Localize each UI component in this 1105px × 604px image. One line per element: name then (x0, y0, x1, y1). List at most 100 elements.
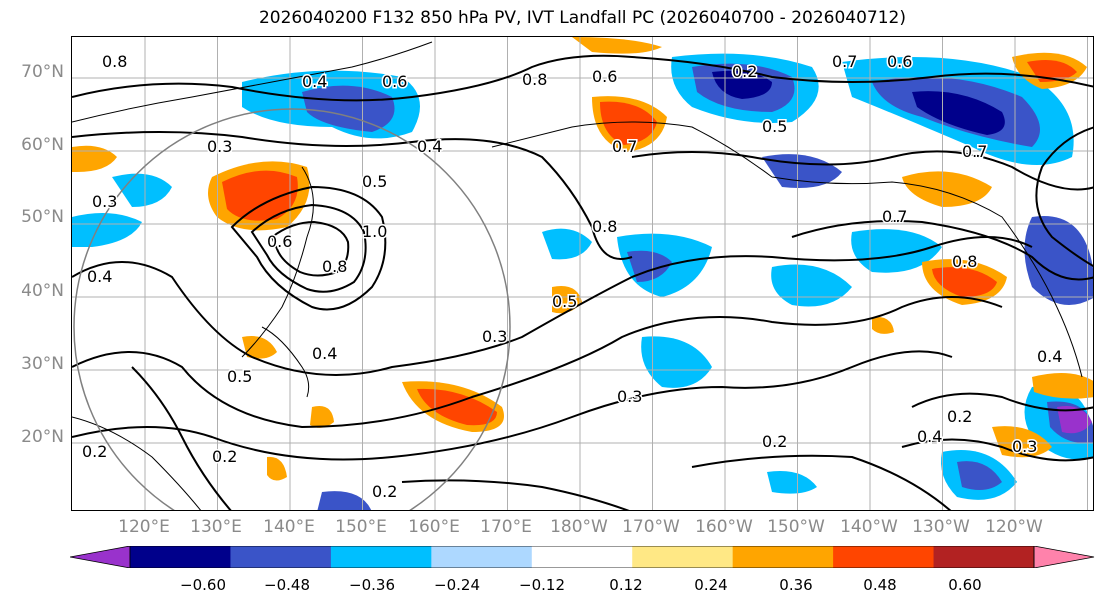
negative-anomaly-area (1024, 216, 1093, 305)
contour-label: 0.8 (522, 70, 547, 89)
colorbar-border (129, 546, 1035, 568)
lat-label-40n: 40°N (21, 281, 64, 301)
colorbar-tick: −0.12 (519, 576, 565, 594)
contour-label: 0.4 (417, 137, 442, 156)
colorbar-tick: −0.48 (264, 576, 310, 594)
colorbar-segment (531, 546, 633, 568)
shaded-anomalies (72, 37, 1093, 510)
contour-label: 0.8 (102, 52, 127, 71)
contour-label: 0.6 (592, 67, 617, 86)
lon-label-140e: 140°E (263, 517, 315, 537)
lon-label-170e: 170°E (480, 517, 532, 537)
contour-label: 0.5 (362, 172, 387, 191)
colorbar-segment (330, 546, 432, 568)
negative-anomaly-area (1057, 406, 1092, 434)
contour-label: 0.8 (952, 252, 977, 271)
lon-label-180w: 180°W (550, 517, 608, 537)
colorbar-segment (833, 546, 935, 568)
pv-contours (72, 54, 1093, 510)
coastlines (72, 41, 1083, 510)
positive-anomaly-area (417, 388, 497, 426)
negative-anomaly-area (912, 91, 1005, 135)
negative-anomaly-area (112, 173, 172, 207)
colorbar-segment (130, 546, 231, 568)
negative-anomaly-area (957, 461, 1002, 491)
negative-anomaly-area (317, 491, 371, 510)
lon-label-170w: 170°W (622, 517, 680, 537)
positive-anomaly-area (242, 336, 277, 359)
colorbar-tick: −0.60 (180, 576, 226, 594)
map-title: 2026040200 F132 850 hPa PV, IVT Landfall… (258, 8, 906, 28)
colorbar-segment (632, 546, 734, 568)
lon-label-120e: 120°E (118, 517, 170, 537)
negative-anomaly-area (767, 471, 817, 494)
positive-anomaly-area (1032, 373, 1093, 399)
colorbar-tick: 0.12 (609, 576, 643, 594)
contour-label: 0.5 (552, 292, 577, 311)
contour-label: 0.4 (87, 267, 112, 286)
contour-label: 0.3 (1012, 437, 1037, 456)
positive-anomaly-area (902, 171, 992, 207)
contour-label: 0.8 (592, 217, 617, 236)
contour-label: 0.8 (322, 257, 347, 276)
positive-anomaly-area (72, 145, 117, 172)
colorbar-extend-max (1033, 546, 1095, 568)
pv-ivt-map: 0.8 0.4 0.6 0.8 0.6 0.7 0.6 0.5 0.7 0.3 0.3 0.5 0.4 1… (72, 37, 1093, 510)
lat-label-50n: 50°N (21, 207, 64, 227)
positive-anomaly-area (572, 37, 662, 54)
lon-label-150e: 150°E (335, 517, 387, 537)
lon-label-140w: 140°W (840, 517, 898, 537)
lon-label-150w: 150°W (767, 517, 825, 537)
contour-label: 0.6 (267, 232, 292, 251)
contour-label: 0.2 (82, 442, 107, 461)
colorbar-segment (732, 546, 834, 568)
negative-anomaly-area (641, 336, 712, 388)
region-circle (73, 108, 511, 510)
lat-label-20n: 20°N (21, 427, 64, 447)
lat-label-60n: 60°N (21, 135, 64, 155)
contour-label: 0.4 (917, 427, 942, 446)
contour-label: 0.2 (372, 482, 397, 501)
colorbar-tick: −0.36 (349, 576, 395, 594)
contour-label: 0.6 (382, 72, 407, 91)
contour-label: 0.2 (732, 62, 757, 81)
positive-anomaly-area (310, 406, 334, 428)
contour-label: 0.5 (227, 367, 252, 386)
colorbar-segment (431, 546, 533, 568)
map-panel: 0.8 0.4 0.6 0.8 0.6 0.7 0.6 0.5 0.7 0.3 0.3 0.5 0.4 1… (71, 36, 1094, 511)
contour-label: 0.4 (312, 344, 337, 363)
contour-label: 0.4 (1037, 347, 1062, 366)
contour-label-group: 0.8 0.4 0.6 0.8 0.6 0.7 0.6 0.5 0.7 0.3 0.3 0.5 0.4 1… (81, 51, 1064, 503)
positive-anomaly-area (872, 316, 894, 334)
contour-label: 0.6 (887, 52, 912, 71)
negative-anomaly-area (851, 229, 942, 273)
contour-label: 0.7 (882, 207, 907, 226)
contour-label: 0.2 (947, 407, 972, 426)
negative-anomaly-area (302, 85, 395, 132)
colorbar-tick: −0.24 (434, 576, 480, 594)
contour-label: 0.3 (207, 137, 232, 156)
contour-label: 0.7 (612, 137, 637, 156)
lon-label-160e: 160°E (408, 517, 460, 537)
colorbar-segment (933, 546, 1035, 568)
colorbar-segment (230, 546, 332, 568)
lat-label-30n: 30°N (21, 354, 64, 374)
colorbar-tick: 0.36 (779, 576, 813, 594)
colorbar (70, 546, 1095, 568)
contour-label: 0.7 (962, 142, 987, 161)
contour-label: 0.3 (482, 327, 507, 346)
positive-anomaly-area (600, 101, 657, 145)
contour-label: 0.3 (617, 387, 642, 406)
colorbar-tick: 0.60 (948, 576, 982, 594)
contour-label: 1.0 (362, 222, 387, 241)
negative-anomaly-area (771, 264, 852, 307)
positive-anomaly-area (932, 267, 997, 297)
positive-anomaly-area (267, 456, 287, 481)
lon-label-130w: 130°W (912, 517, 970, 537)
lat-label-70n: 70°N (21, 62, 64, 82)
negative-anomaly-area (542, 228, 592, 260)
contour-label: 0.4 (302, 72, 327, 91)
contour-label: 0.7 (832, 52, 857, 71)
negative-anomaly-area (72, 213, 142, 247)
contour-label: 0.2 (212, 447, 237, 466)
